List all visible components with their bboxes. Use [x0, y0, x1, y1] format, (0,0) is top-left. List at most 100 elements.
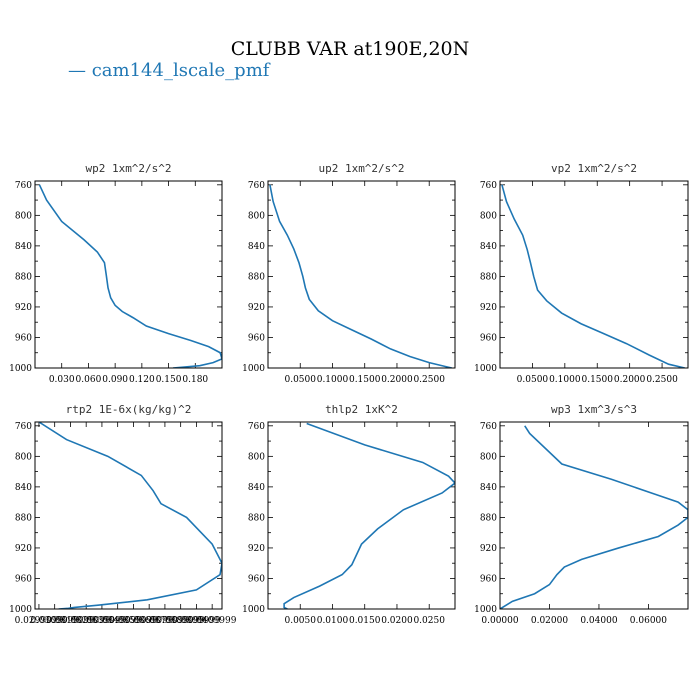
y-tick-label: 800	[15, 452, 32, 462]
x-tick-label: 0.180	[182, 375, 208, 385]
panel-title: wp3 1xm^3/s^3	[551, 403, 637, 416]
panel-title: up2 1xm^2/s^2	[318, 162, 404, 175]
x-tick-label: 0.06000	[630, 616, 667, 626]
x-tick-label: 0.0379999	[141, 616, 190, 626]
y-tick-label: 920	[15, 303, 32, 313]
x-tick-label: 0.00000	[481, 616, 518, 626]
plot-frame	[34, 421, 223, 610]
y-tick-label: 800	[15, 211, 32, 221]
x-tick-label: 0.04000	[580, 616, 617, 626]
series-line-1	[501, 184, 685, 368]
x-tick-label: 0.0100	[317, 616, 349, 626]
panel-4: rtp2 1E-6x(kg/kg)^2 760 800 840 880 920 960 100…	[9, 403, 237, 626]
y-tick-label: 840	[15, 242, 32, 252]
figure-title: CLUBB VAR at190E,20N	[231, 38, 470, 60]
x-tick-label: 0.02000	[531, 616, 568, 626]
y-tick-label: 1000	[9, 364, 32, 374]
panels-grid: wp2 1xm^2/s^276080084088092096010000.030…	[9, 162, 689, 626]
y-tick-label: 760	[15, 181, 32, 191]
x-tick-label: 0.0309999	[30, 616, 79, 626]
y-tick-label: 760	[15, 422, 32, 432]
panel-title: vp2 1xm^2/s^2	[551, 162, 637, 175]
x-tick-label: 0.030	[49, 375, 75, 385]
y-tick-label: 920	[248, 303, 265, 313]
x-tick-label: 0.2500	[646, 375, 678, 385]
x-tick-label: 0.090	[102, 375, 128, 385]
y-tick-label: 1000	[474, 364, 497, 374]
plot-frame	[499, 421, 689, 610]
plot-frame	[267, 180, 456, 369]
y-tick-label: 880	[15, 272, 32, 282]
y-tick-label: 880	[248, 513, 265, 523]
x-tick-label: 0.0299999	[15, 616, 64, 626]
y-tick-label: 800	[248, 211, 265, 221]
y-tick-label: 960	[480, 333, 497, 343]
x-tick-label: 0.0200	[381, 616, 413, 626]
y-tick-label: 880	[15, 513, 32, 523]
x-tick-label: 0.0369999	[125, 616, 174, 626]
y-tick-label: 920	[15, 544, 32, 554]
y-tick-label: 1000	[242, 364, 265, 374]
x-tick-label: 0.1000	[549, 375, 581, 385]
x-tick-label: 0.0359999	[109, 616, 158, 626]
y-tick-label: 960	[15, 333, 32, 343]
x-tick-label: 0.0319999	[46, 616, 95, 626]
y-tick-label: 840	[248, 242, 265, 252]
x-tick-label: 0.2000	[614, 375, 646, 385]
legend-entry: — cam144_lscale_pmf	[68, 60, 271, 81]
y-tick-label: 880	[480, 513, 497, 523]
x-tick-label: 0.150	[156, 375, 182, 385]
y-tick-label: 920	[248, 544, 265, 554]
y-tick-label: 1000	[9, 605, 32, 615]
y-tick-label: 960	[248, 574, 265, 584]
panel-2: up2 1xm^2/s^2 760 800 840 880 920 960 1000 0.050…	[242, 162, 456, 385]
y-tick-label: 960	[15, 574, 32, 584]
y-tick-label: 840	[480, 483, 497, 493]
y-tick-label: 840	[15, 483, 32, 493]
x-tick-label: 0.0399999	[172, 616, 221, 626]
y-tick-label: 1000	[474, 605, 497, 615]
y-tick-label: 1000	[242, 605, 265, 615]
panel-title: rtp2 1E-6x(kg/kg)^2	[66, 403, 192, 416]
y-tick-label: 880	[248, 272, 265, 282]
x-tick-label: 0.1000	[317, 375, 349, 385]
series-line-1	[283, 422, 455, 609]
x-tick-label: 0.2500	[413, 375, 445, 385]
y-tick-label: 760	[248, 422, 265, 432]
x-tick-label: 0.0150	[349, 616, 381, 626]
series-line-1	[38, 422, 222, 609]
x-tick-label: 0.0500	[284, 375, 316, 385]
y-tick-label: 840	[480, 242, 497, 252]
y-tick-label: 920	[480, 303, 497, 313]
x-tick-label: 0.0339999	[78, 616, 127, 626]
plot-frame	[34, 180, 223, 369]
x-tick-label: 0.0389999	[156, 616, 205, 626]
panel-title: wp2 1xm^2/s^2	[85, 162, 171, 175]
y-tick-label: 960	[480, 574, 497, 584]
y-tick-label: 800	[480, 452, 497, 462]
series-line-1	[269, 184, 452, 368]
y-tick-label: 800	[248, 452, 265, 462]
panel-3: vp2 1xm^2/s^2 760 800 840 880 920 960 1000 0.050…	[474, 162, 689, 385]
y-tick-label: 800	[480, 211, 497, 221]
x-tick-label: 0.1500	[581, 375, 613, 385]
panel-1: wp2 1xm^2/s^2 760 800 840 880 920 960 1000 0.030…	[9, 162, 223, 385]
y-tick-label: 760	[248, 181, 265, 191]
x-tick-label: 0.0500	[517, 375, 549, 385]
y-tick-label: 920	[480, 544, 497, 554]
x-tick-label: 0.120	[129, 375, 155, 385]
x-tick-label: 0.1500	[349, 375, 381, 385]
y-tick-label: 840	[248, 483, 265, 493]
x-tick-label: 0.0409999	[188, 616, 237, 626]
x-tick-label: 0.0250	[413, 616, 445, 626]
panel-6: wp3 1xm^3/s^3 760 800 840 880 920 960 10000.000…	[474, 403, 689, 626]
x-tick-label: 0.0329999	[62, 616, 111, 626]
x-tick-label: 0.0349999	[93, 616, 142, 626]
x-tick-label: 0.2000	[381, 375, 413, 385]
y-tick-label: 960	[248, 333, 265, 343]
y-tick-label: 760	[480, 422, 497, 432]
plot-frame	[499, 180, 689, 369]
x-tick-label: 0.0050	[284, 616, 316, 626]
